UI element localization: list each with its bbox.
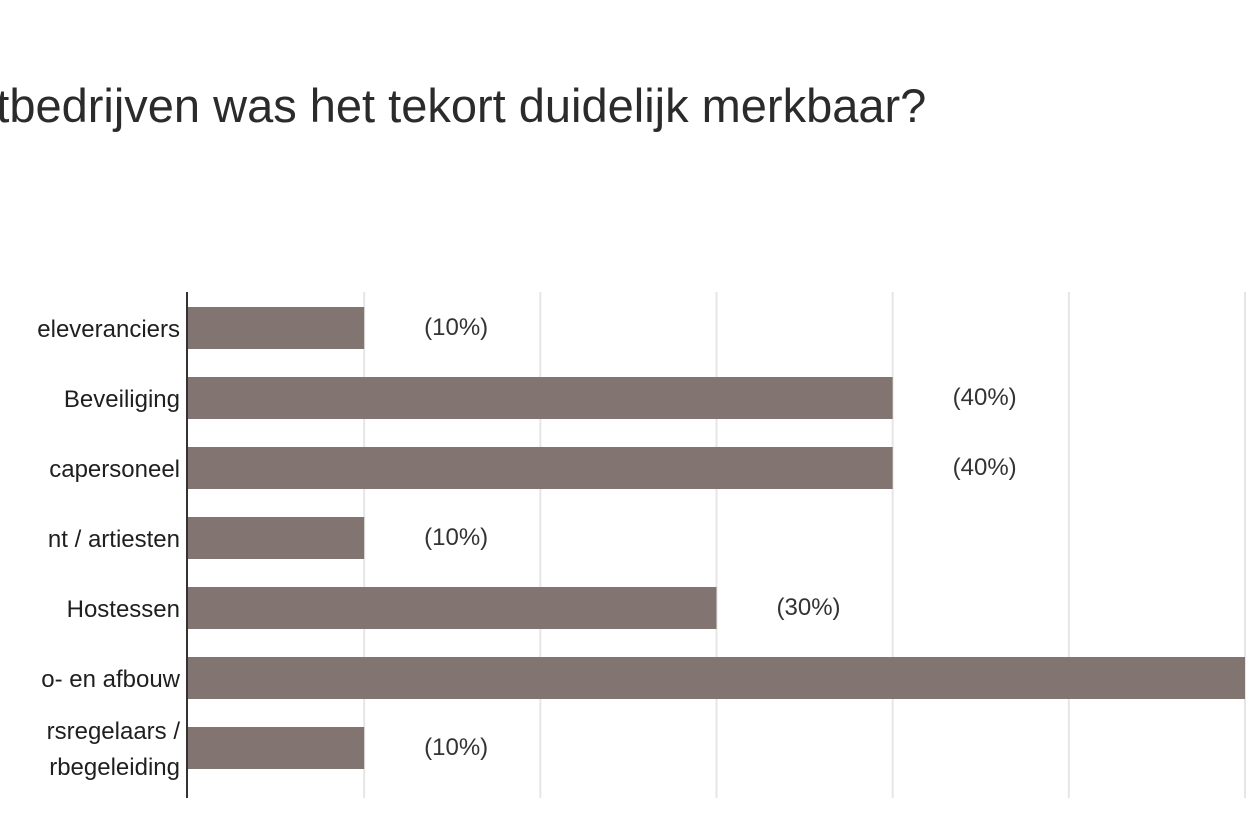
category-label: nt / artiesten (48, 526, 180, 553)
value-label: (30%) (777, 594, 841, 621)
category-label: rsregelaars / (47, 718, 181, 745)
value-label: (10%) (424, 314, 488, 341)
value-labels: (10%) (40%) (40%) (10%) (30%) (10%) (424, 314, 1017, 761)
bar (188, 727, 365, 769)
bar (188, 517, 365, 559)
value-label: (10%) (424, 524, 488, 551)
category-label: Hostessen (67, 596, 180, 623)
category-label: o- en afbouw (41, 666, 180, 693)
value-label: (40%) (953, 384, 1017, 411)
category-label: eleveranciers (37, 316, 180, 343)
value-label: (40%) (953, 454, 1017, 481)
bar (188, 307, 365, 349)
bar (188, 377, 893, 419)
value-label: (10%) (424, 734, 488, 761)
bar (188, 657, 1245, 699)
bar (188, 447, 893, 489)
category-label: capersoneel (49, 456, 180, 483)
category-label: Beveiliging (64, 386, 180, 413)
category-label: rbegeleiding (49, 754, 180, 781)
chart-title: entbedrijven was het tekort duidelijk me… (0, 79, 927, 132)
bar (188, 587, 717, 629)
gridlines (363, 292, 1246, 798)
category-labels: eleveranciers Beveiliging capersoneel nt / … (37, 316, 180, 781)
bars (188, 307, 1245, 769)
